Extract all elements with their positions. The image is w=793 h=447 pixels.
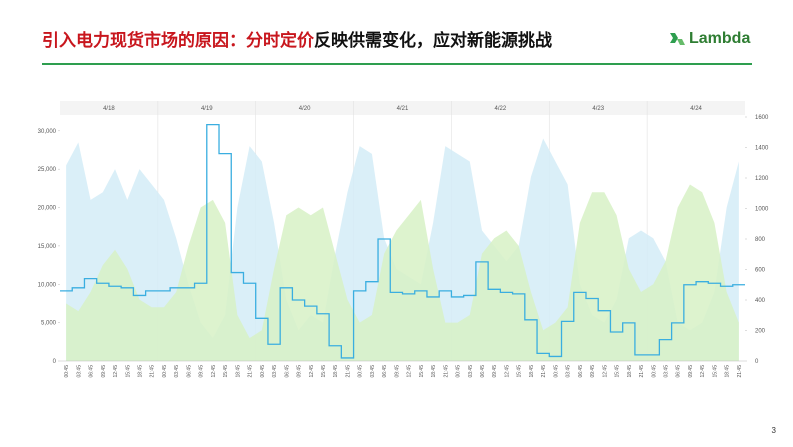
x-tick-label: 06:45 [676, 365, 682, 378]
slide-title: 引入电力现货市场的原因：分时定价反映供需变化，应对新能源挑战 [42, 26, 552, 51]
x-tick-label: 00:45 [651, 365, 657, 378]
x-tick-label: 06:45 [89, 365, 95, 378]
x-tick-label: 21:45 [737, 365, 743, 378]
y2-tick-label: 0 [755, 359, 759, 365]
y-tick-label: 10,000 [38, 282, 57, 288]
x-tick-label: 06:45 [578, 365, 584, 378]
title-black: 反映供需变化，应对新能源挑战 [314, 31, 552, 50]
x-tick-label: 00:45 [358, 365, 364, 378]
logo: Lambda [668, 30, 750, 48]
x-tick-label: 21:45 [443, 365, 449, 378]
price-line [60, 123, 745, 359]
y2-tick-label: 1200 [755, 176, 769, 182]
date-label: 4/21 [397, 106, 409, 112]
page-number: 3 [771, 426, 776, 435]
x-tick-label: 15:45 [321, 365, 327, 378]
x-tick-label: 18:45 [431, 365, 437, 378]
x-tick-label: 18:45 [235, 365, 241, 378]
y2-tick-label: 1400 [755, 146, 769, 152]
date-label: 4/23 [592, 106, 604, 112]
x-tick-label: 12:45 [504, 365, 510, 378]
date-strip [60, 101, 745, 115]
x-tick-label: 00:45 [553, 365, 559, 378]
y-tick-label: 5,000 [41, 321, 57, 327]
x-tick-label: 03:45 [566, 365, 572, 378]
x-tick-label: 15:45 [419, 365, 425, 378]
logo-icon [670, 33, 685, 45]
x-tick-label: 12:45 [602, 365, 608, 378]
x-tick-label: 03:45 [174, 365, 180, 378]
x-tick-label: 00:45 [162, 365, 168, 378]
y-tick-label: 0 [53, 359, 57, 365]
x-tick-label: 18:45 [138, 365, 144, 378]
x-tick-label: 15:45 [125, 365, 131, 378]
date-label: 4/19 [201, 106, 213, 112]
x-tick-label: 12:45 [700, 365, 706, 378]
y-tick-label: 20,000 [38, 206, 57, 212]
x-tick-label: 15:45 [223, 365, 229, 378]
logo-text: Lambda [689, 30, 751, 47]
x-tick-label: 09:45 [101, 365, 107, 378]
x-tick-label: 09:45 [199, 365, 205, 378]
x-tick-label: 21:45 [541, 365, 547, 378]
y2-tick-label: 200 [755, 329, 766, 335]
x-tick-label: 18:45 [627, 365, 633, 378]
area [66, 184, 739, 361]
x-tick-label: 09:45 [590, 365, 596, 378]
x-tick-label: 06:45 [382, 365, 388, 378]
x-tick-label: 09:45 [688, 365, 694, 378]
y2-tick-label: 400 [755, 298, 766, 304]
date-label: 4/22 [495, 106, 507, 112]
x-tick-label: 00:45 [64, 365, 70, 378]
x-tick-label: 09:45 [492, 365, 498, 378]
x-tick-label: 03:45 [272, 365, 278, 378]
x-tick-label: 00:45 [260, 365, 266, 378]
x-tick-label: 12:45 [309, 365, 315, 378]
x-tick-label: 06:45 [284, 365, 290, 378]
x-tick-label: 21:45 [248, 365, 254, 378]
date-label: 4/20 [299, 106, 311, 112]
x-tick-label: 09:45 [297, 365, 303, 378]
header-rule [42, 63, 752, 65]
x-tick-label: 21:45 [639, 365, 645, 378]
x-tick-label: 03:45 [663, 365, 669, 378]
y2-tick-label: 800 [755, 237, 766, 243]
x-tick-label: 12:45 [407, 365, 413, 378]
x-tick-label: 12:45 [211, 365, 217, 378]
x-tick-label: 18:45 [529, 365, 535, 378]
x-tick-label: 00:45 [456, 365, 462, 378]
x-tick-label: 18:45 [333, 365, 339, 378]
x-tick-label: 03:45 [468, 365, 474, 378]
x-tick-label: 15:45 [517, 365, 523, 378]
x-tick-label: 15:45 [615, 365, 621, 378]
date-label: 4/18 [103, 106, 115, 112]
x-tick-label: 12:45 [113, 365, 119, 378]
x-tick-label: 06:45 [186, 365, 192, 378]
x-tick-label: 18:45 [725, 365, 731, 378]
x-tick-label: 03:45 [76, 365, 82, 378]
y2-tick-label: 1000 [755, 207, 769, 213]
title-red: 引入电力现货市场的原因：分时定价 [42, 31, 314, 50]
y2-tick-label: 600 [755, 268, 766, 274]
y2-tick-label: 1600 [755, 115, 769, 121]
y-tick-label: 30,000 [38, 129, 57, 135]
x-tick-label: 03:45 [370, 365, 376, 378]
x-tick-label: 09:45 [394, 365, 400, 378]
x-tick-label: 21:45 [345, 365, 351, 378]
date-label: 4/24 [690, 106, 702, 112]
y-tick-label: 25,000 [38, 167, 57, 173]
x-tick-label: 21:45 [150, 365, 156, 378]
y-tick-label: 15,000 [38, 244, 57, 250]
x-tick-label: 06:45 [480, 365, 486, 378]
x-tick-label: 15:45 [712, 365, 718, 378]
